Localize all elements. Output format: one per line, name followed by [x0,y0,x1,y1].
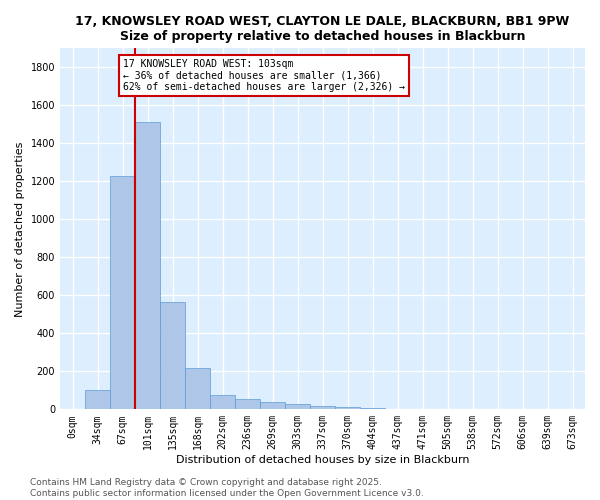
Title: 17, KNOWSLEY ROAD WEST, CLAYTON LE DALE, BLACKBURN, BB1 9PW
Size of property rel: 17, KNOWSLEY ROAD WEST, CLAYTON LE DALE,… [76,15,569,43]
Bar [135,122,160,410]
Bar [360,408,385,410]
Bar [160,302,185,410]
Bar [235,400,260,409]
Y-axis label: Number of detached properties: Number of detached properties [15,141,25,316]
Bar [110,176,135,410]
Bar [260,402,285,409]
Bar [185,368,210,410]
Text: 17 KNOWSLEY ROAD WEST: 103sqm
← 36% of detached houses are smaller (1,366)
62% o: 17 KNOWSLEY ROAD WEST: 103sqm ← 36% of d… [123,59,405,92]
Bar [385,409,410,410]
X-axis label: Distribution of detached houses by size in Blackburn: Distribution of detached houses by size … [176,455,469,465]
Bar [210,395,235,409]
Bar [85,390,110,409]
Bar [335,408,360,410]
Bar [285,404,310,409]
Bar [310,406,335,409]
Text: Contains HM Land Registry data © Crown copyright and database right 2025.
Contai: Contains HM Land Registry data © Crown c… [30,478,424,498]
